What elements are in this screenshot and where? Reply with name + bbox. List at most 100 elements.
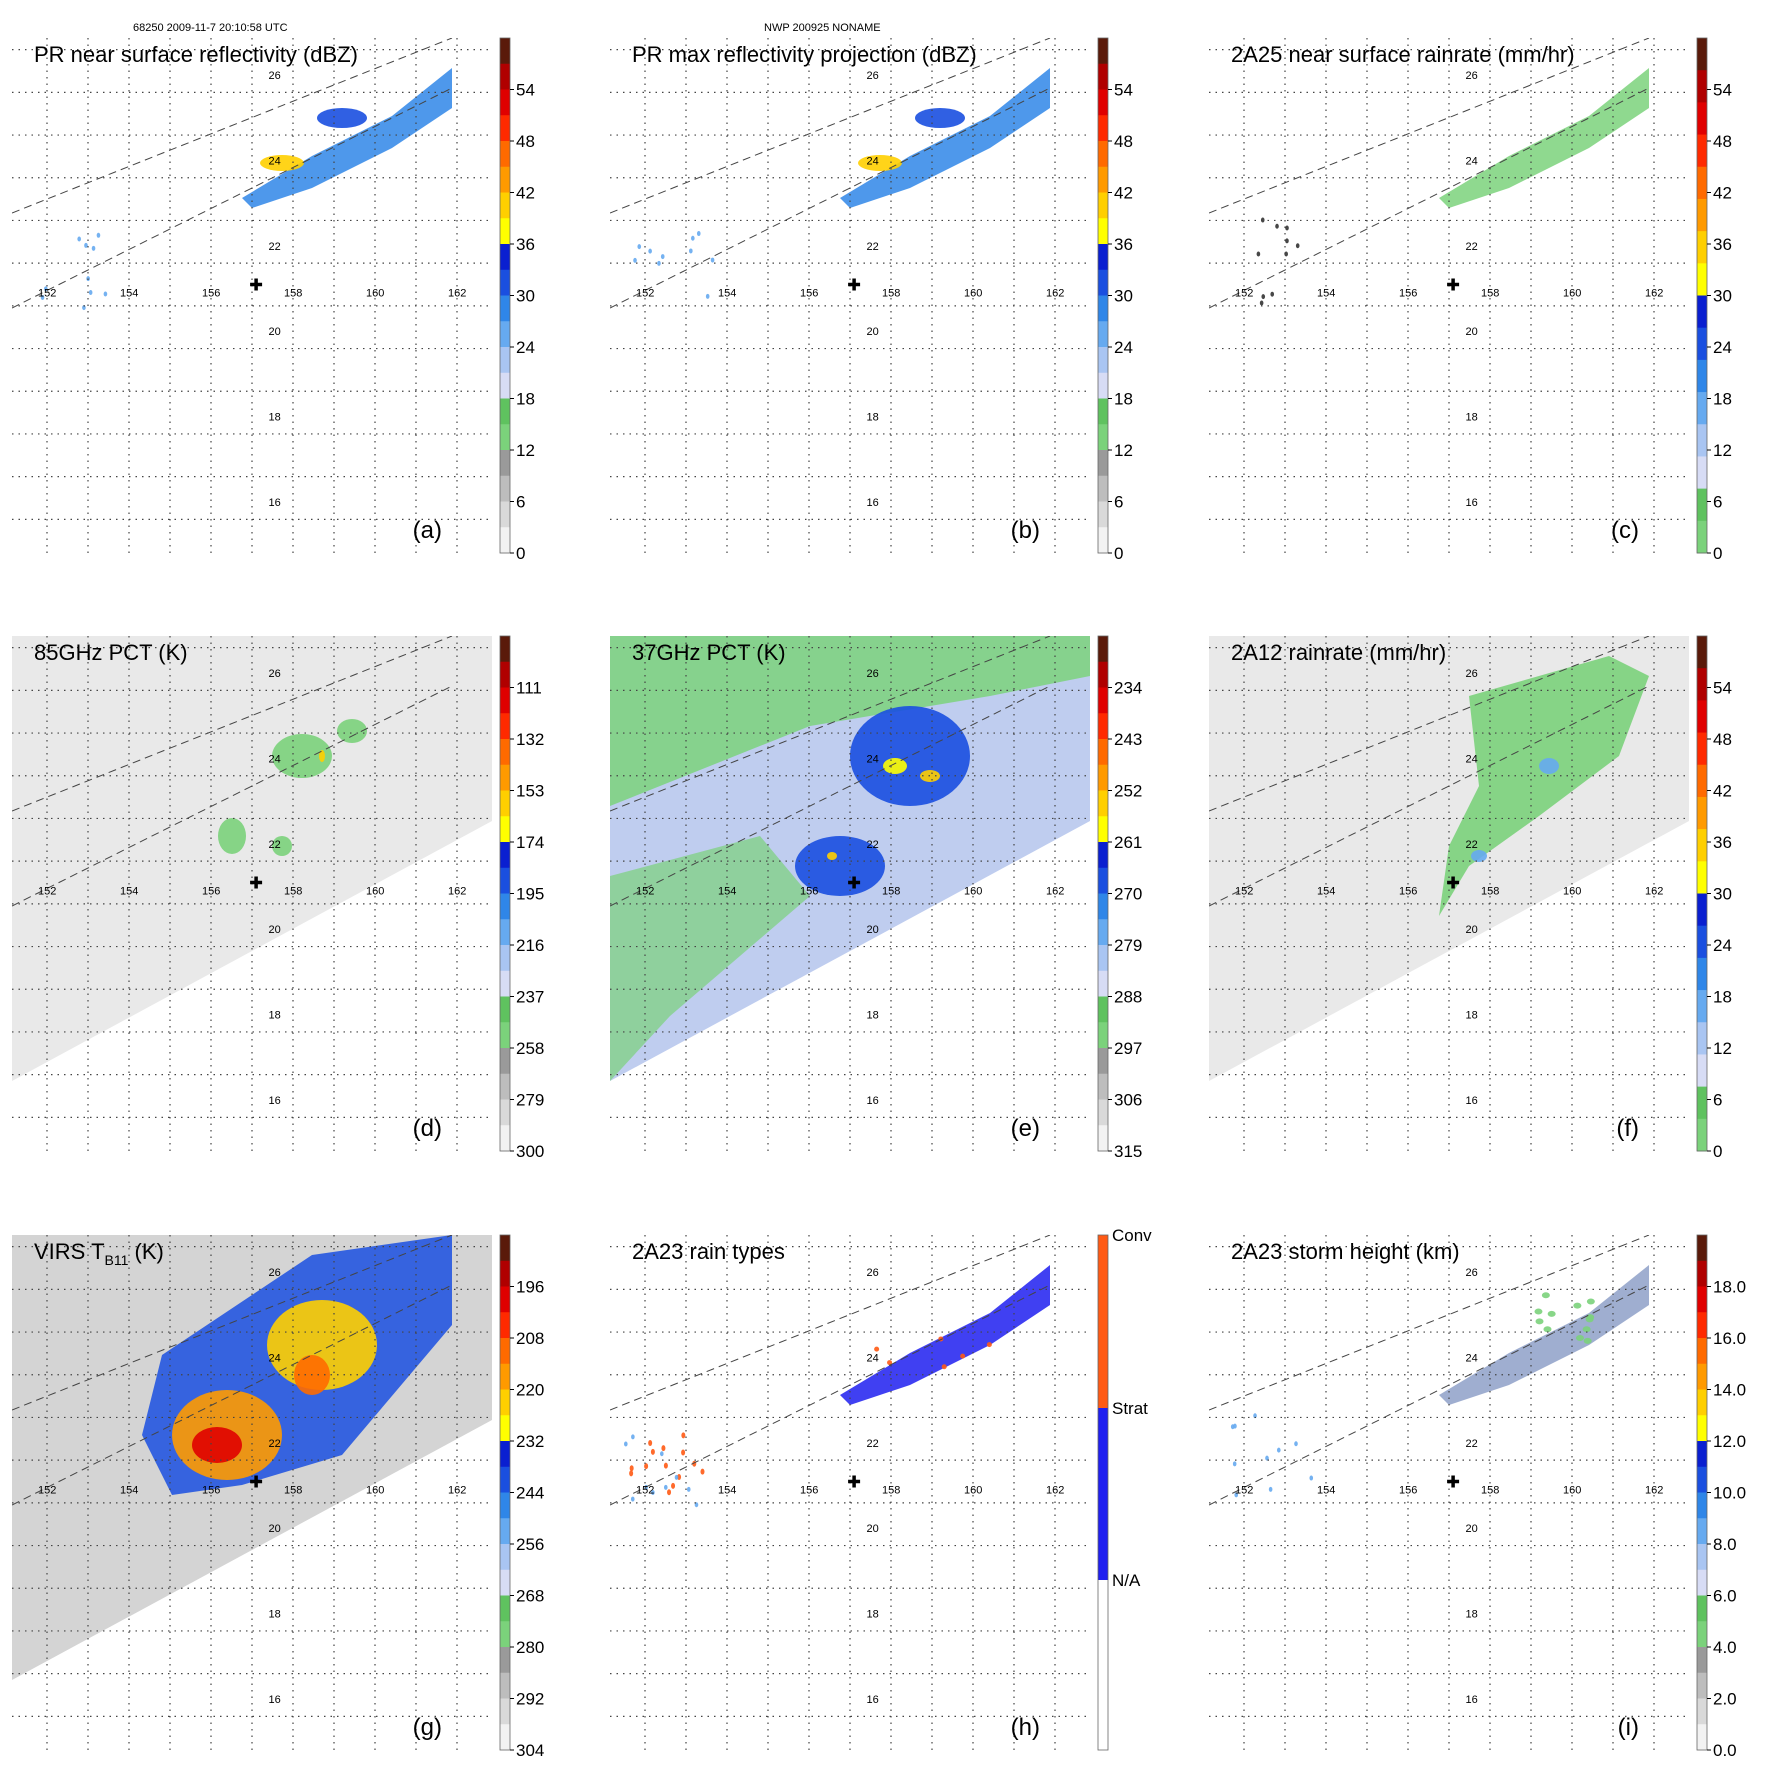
- colorbar-segment: [1098, 89, 1108, 116]
- lon-tick-label: 152: [636, 1485, 654, 1497]
- lat-tick-label: 20: [269, 326, 281, 338]
- lon-tick-label: 162: [1046, 1485, 1064, 1497]
- colorbar-segment: [1098, 764, 1108, 791]
- colorbar-segment: [1697, 1724, 1707, 1751]
- storm-center-marker: [848, 1475, 861, 1488]
- colorbar-segment: [500, 1595, 510, 1622]
- colorbar-segment: [1697, 668, 1707, 701]
- colorbar-segment: [1697, 796, 1707, 830]
- height-patch: [1573, 1302, 1582, 1309]
- swath-edge-line: [610, 1284, 1051, 1506]
- lat-tick-label: 18: [867, 1010, 879, 1022]
- colorbar-segment: [500, 893, 510, 920]
- colorbar-segment: [500, 1125, 510, 1152]
- colorbar-segment: [500, 218, 510, 245]
- cold-area: [272, 734, 332, 778]
- echo-pixel: [694, 1502, 699, 1508]
- colorbar-label: 111: [516, 679, 542, 698]
- colorbar-label: 292: [516, 1690, 544, 1709]
- lon-tick-label: 152: [38, 1485, 56, 1497]
- colorbar-i: 18.0 16.0 14.0 12.0 10.0 8.0 6.0 4.0 2.0 0.0: [1696, 1234, 1746, 1760]
- colorbar-segment: [500, 372, 510, 399]
- precip-band: [1439, 68, 1649, 208]
- colorbar-segment: [1697, 327, 1707, 361]
- colorbar-segment: [1098, 816, 1108, 843]
- panel-title: PR max reflectivity projection (dBZ): [632, 42, 977, 67]
- colorbar-segment: [1098, 1048, 1108, 1075]
- swath-edge-line: [610, 87, 1051, 309]
- panel-title: 37GHz PCT (K): [632, 640, 786, 665]
- panel-title: VIRS TB11 (K): [34, 1239, 164, 1268]
- colorbar-g: 196 208 220 232 244 256 268 280 292 304: [499, 1234, 544, 1760]
- colorbar-a: 54 48 42 36 30 24 18 12 6 0: [499, 37, 535, 563]
- colorbar-segment: [500, 1389, 510, 1416]
- colorbar-segment: [1098, 739, 1108, 766]
- lat-tick-label: 22: [1466, 839, 1478, 851]
- colorbar-label: 54: [1713, 81, 1732, 100]
- precip-band: [840, 68, 1050, 208]
- echo-pixel: [1309, 1475, 1314, 1481]
- colorbar-segment: [1697, 166, 1707, 200]
- lon-tick-label: 156: [202, 288, 220, 300]
- height-patch: [1583, 1337, 1592, 1344]
- panel-f: 152 154 156 158 160 162 26 24 22 20 18 16 2A12 rainr…: [1209, 636, 1689, 1151]
- colorbar-segment: [500, 1518, 510, 1545]
- colorbar-label: 6: [1114, 493, 1123, 512]
- colorbar-segment: [1697, 198, 1707, 232]
- colorbar-segment: [1098, 996, 1108, 1023]
- colorbar-segment: [1697, 70, 1707, 103]
- colorbar-label: 220: [516, 1381, 544, 1400]
- colorbar-segment: [500, 475, 510, 502]
- lat-tick-label: 22: [269, 241, 281, 253]
- colorbar-segment: [1697, 456, 1707, 490]
- colorbar-segment: [1697, 1595, 1707, 1622]
- colorbar-segment: [1697, 1363, 1707, 1390]
- colorbar-label: 54: [1114, 81, 1133, 100]
- colorbar-label: 42: [1713, 184, 1732, 203]
- colorbar-label: 256: [516, 1535, 544, 1554]
- colorbar-segment: [500, 790, 510, 817]
- lat-tick-label: 24: [1466, 155, 1478, 167]
- colorbar-segment: [1697, 1518, 1707, 1545]
- lon-tick-label: 162: [1046, 886, 1064, 898]
- colorbar-segment: [1697, 1312, 1707, 1339]
- colorbar-segment: [1697, 1466, 1707, 1493]
- colorbar-segment: [500, 244, 510, 271]
- lat-tick-label: 24: [269, 753, 281, 765]
- colorbar-segment: [1098, 372, 1108, 399]
- colorbar-segment: [1697, 263, 1707, 296]
- panel-label: (h): [1011, 1714, 1040, 1741]
- rain-core: [1471, 850, 1487, 862]
- colorbar-segment: [1697, 1389, 1707, 1416]
- colorbar-segment: [1098, 475, 1108, 502]
- echo-pixel: [674, 1474, 679, 1480]
- lat-tick-label: 24: [867, 1352, 879, 1364]
- swath-edge-line: [12, 1284, 453, 1506]
- colorbar-segment: [1098, 1022, 1108, 1049]
- colorbar-segment: [1098, 141, 1108, 168]
- echo-pixel: [696, 231, 701, 237]
- lat-tick-label: 16: [867, 497, 879, 509]
- lat-tick-label: 26: [1466, 668, 1478, 680]
- lat-tick-label: 24: [867, 155, 879, 167]
- swath-edge-line: [1209, 1235, 1650, 1411]
- colorbar-label: N/A: [1112, 1571, 1141, 1590]
- lon-tick-label: 158: [1481, 1485, 1499, 1497]
- lat-tick-label: 22: [1466, 1438, 1478, 1450]
- colorbar-label: 30: [1114, 287, 1133, 306]
- colorbar-label: 0: [1713, 1142, 1722, 1161]
- lat-tick-label: 20: [1466, 326, 1478, 338]
- colorbar-segment: [500, 945, 510, 972]
- colorbar-segment: [1098, 1125, 1108, 1152]
- rain-area: [1439, 656, 1649, 916]
- colorbar-segment: [1098, 970, 1108, 997]
- colorbar-label: 216: [516, 936, 544, 955]
- lon-tick-label: 152: [38, 288, 56, 300]
- echo-pixel: [648, 248, 652, 254]
- swath-edge-line: [12, 38, 453, 214]
- lat-tick-label: 26: [1466, 1267, 1478, 1279]
- depression-area: [795, 836, 885, 896]
- colorbar-label: 24: [1713, 338, 1732, 357]
- cold-area: [272, 836, 292, 856]
- convective-core: [260, 155, 304, 171]
